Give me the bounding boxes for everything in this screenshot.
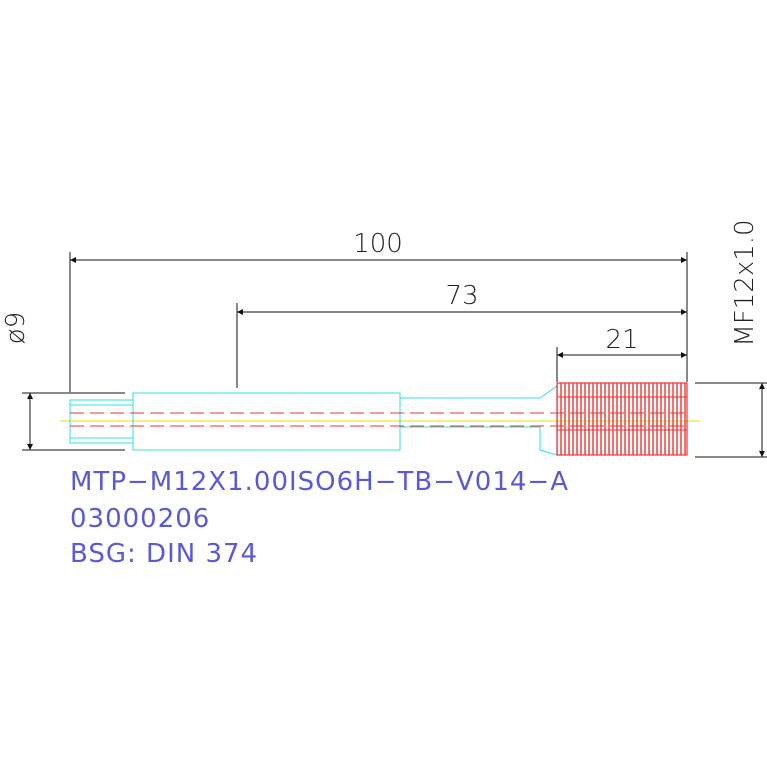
standard: BSG: DIN 374 xyxy=(70,539,258,569)
dim-diameter: ø9 xyxy=(1,312,31,344)
tool xyxy=(60,382,700,456)
dim-length-shank: 73 xyxy=(445,281,478,311)
dimension-lines xyxy=(27,257,765,457)
dim-length-total: 100 xyxy=(353,229,403,259)
part-number: MTP−M12X1.00ISO6H−TB−V014−A xyxy=(70,467,569,497)
dim-thread: MF12x1.0 xyxy=(730,219,760,346)
article-number: 03000206 xyxy=(70,504,210,534)
dim-length-thread: 21 xyxy=(605,325,638,355)
